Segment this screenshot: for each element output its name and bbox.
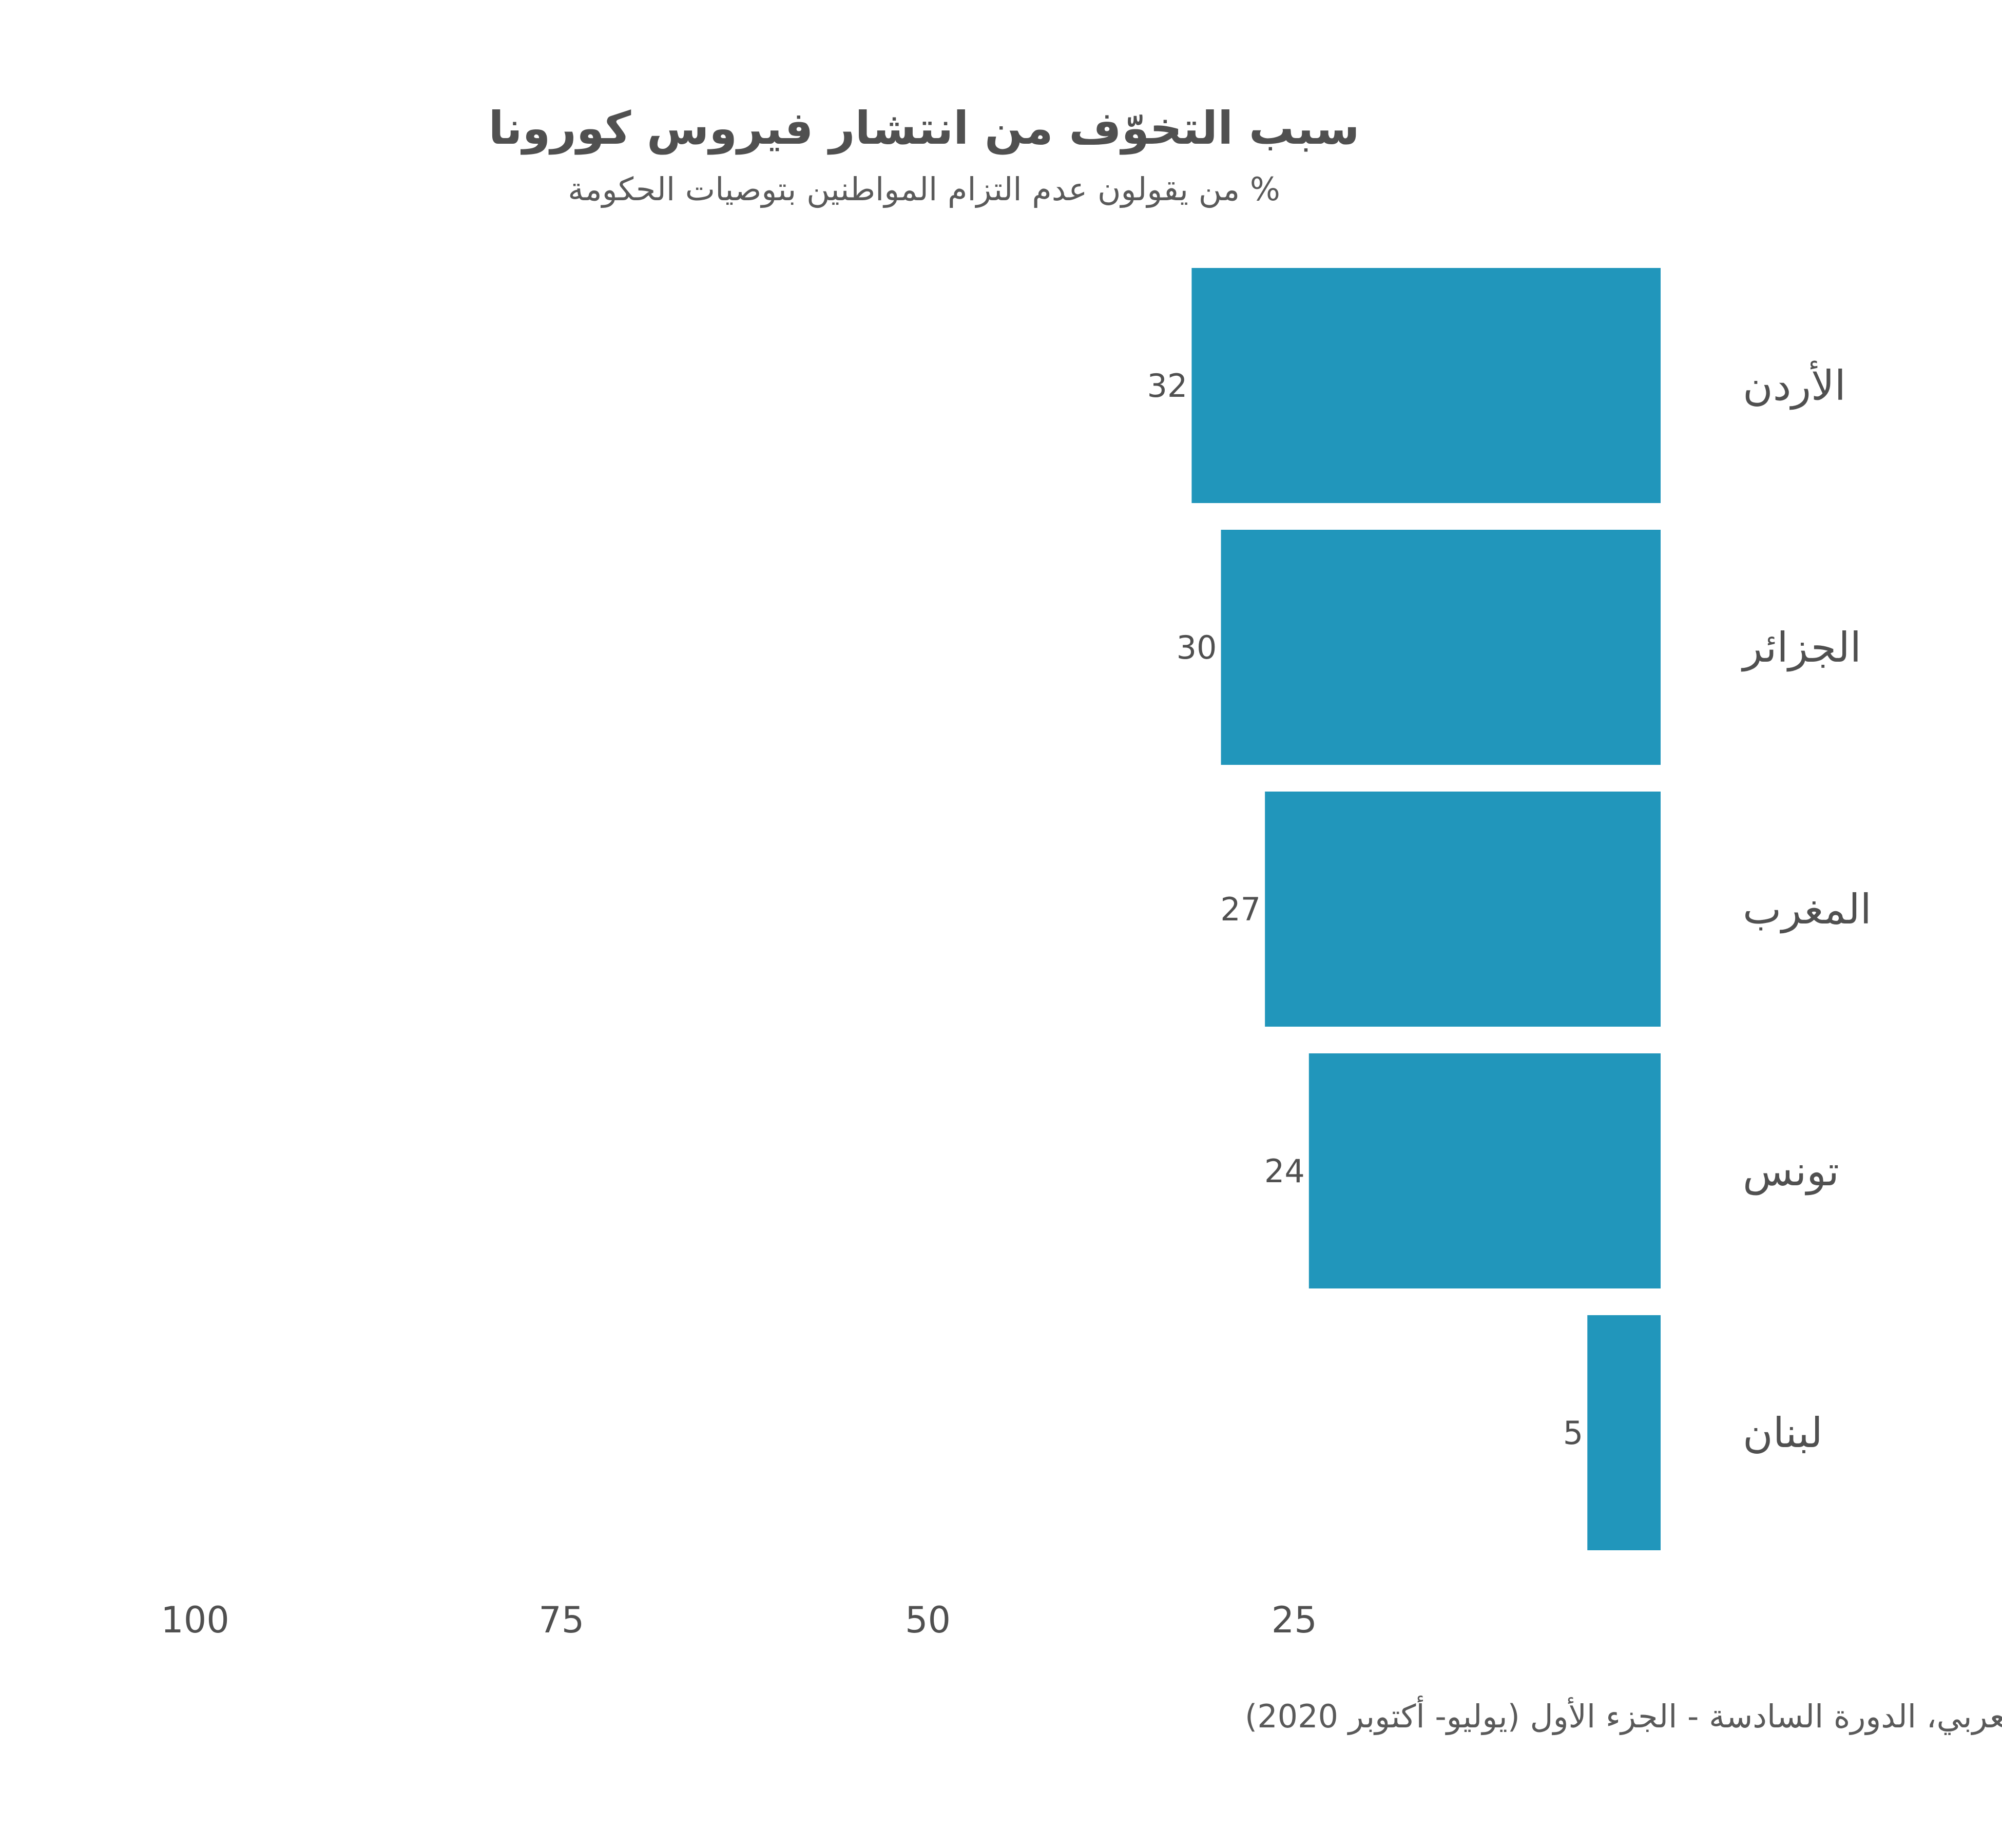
bar-value-label: 24 <box>1264 1152 1305 1190</box>
bar <box>1308 1053 1661 1288</box>
category-label: الجزائر <box>1741 624 1861 672</box>
chart-title: سبب التخوّف من انتشار فيروس كورونا <box>488 102 1359 155</box>
chart-subtitle: % من يقولون عدم التزام المواطنين بتوصيات… <box>568 170 1280 208</box>
x-axis-ticks: 100 75 50 25 <box>161 1599 1317 1641</box>
category-label: تونس <box>1743 1147 1839 1196</box>
category-labels-layer: الأردن الجزائر المغرب تونس لبنان <box>1741 360 1872 1457</box>
bar-value-label: 27 <box>1220 891 1261 928</box>
source-note: الباروميتر العربي، الدورة السادسة - الجز… <box>1245 1696 2002 1735</box>
bars-layer <box>1191 268 1661 1550</box>
value-labels-layer: 32 30 27 24 5 <box>1147 367 1583 1452</box>
x-tick-label: 50 <box>905 1599 951 1641</box>
bar <box>1191 268 1661 503</box>
x-tick-label: 25 <box>1272 1599 1317 1641</box>
bar <box>1265 792 1661 1027</box>
category-label: لبنان <box>1743 1409 1823 1457</box>
x-tick-label: 75 <box>538 1599 584 1641</box>
bar <box>1587 1315 1661 1550</box>
bar-value-label: 30 <box>1177 629 1217 666</box>
x-tick-label: 100 <box>161 1599 229 1641</box>
category-label: الأردن <box>1743 360 1846 410</box>
category-label: المغرب <box>1743 886 1872 934</box>
bar <box>1221 530 1661 765</box>
bar-value-label: 5 <box>1563 1414 1583 1452</box>
bar-value-label: 32 <box>1147 367 1187 405</box>
